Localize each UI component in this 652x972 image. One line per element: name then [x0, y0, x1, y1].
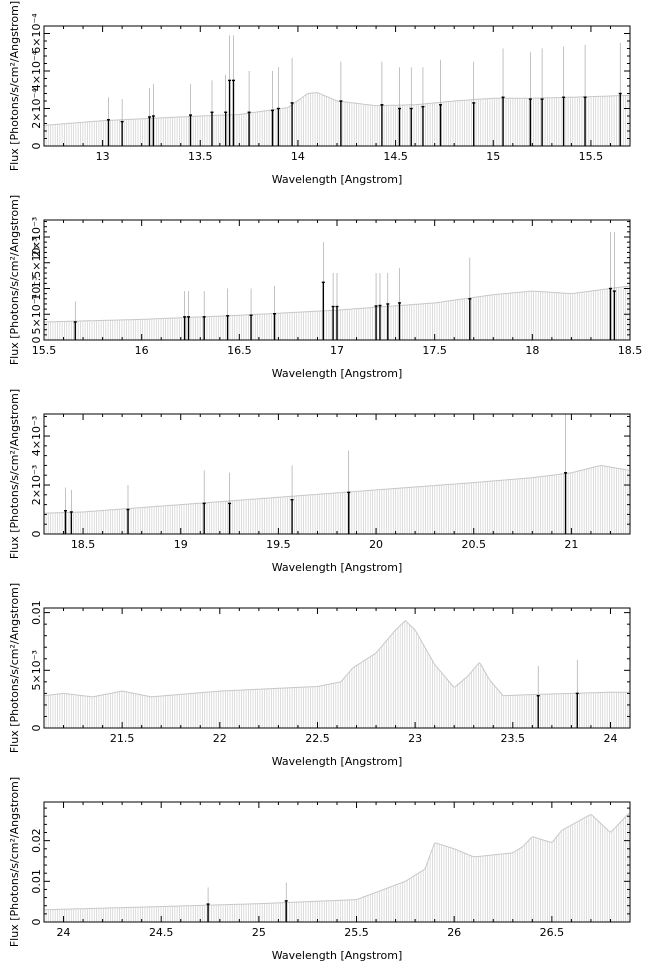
y-tick-label: 5×10⁻³	[30, 650, 43, 690]
x-tick-label: 20	[369, 538, 383, 551]
chart-panel-2: 15.5 16 16.5 17 17.5 18 18.5 0 5×10⁻⁴10⁻³1.5×10⁻…	[8, 195, 642, 380]
x-tick-label: 15	[486, 150, 500, 163]
y-tick-label: 1.5×10⁻³	[30, 237, 43, 288]
model-fill	[45, 92, 629, 146]
x-tick-label: 20.5	[461, 538, 486, 551]
x-tick-label: 21	[564, 538, 578, 551]
x-tick-label: 23.5	[501, 732, 526, 745]
model-envelope	[44, 812, 630, 911]
chart-panel-5: 24 24.5 25 25.5 26 26.5 0 0.01 0.02 Wavelength [A…	[8, 777, 631, 962]
x-tick-label: 22	[213, 732, 227, 745]
x-tick-label: 21.5	[110, 732, 135, 745]
x-tick-label: 13.5	[188, 150, 213, 163]
x-axis-title: Wavelength [Angstrom]	[272, 755, 403, 768]
x-axis-title: Wavelength [Angstrom]	[272, 561, 403, 574]
y-tick-label: 2×10⁻³	[30, 217, 43, 257]
x-tick-label: 23	[408, 732, 422, 745]
y-tick-label: 0.01	[30, 869, 43, 894]
model-fill	[45, 286, 629, 340]
x-tick-label: 18.5	[71, 538, 96, 551]
x-tick-label: 26.5	[540, 926, 565, 939]
x-tick-label: 19	[174, 538, 188, 551]
plot-frame	[43, 413, 631, 535]
x-tick-label: 24	[57, 926, 71, 939]
y-tick-label: 0.02	[30, 828, 43, 853]
y-axis-title: Flux [Photons/s/cm²/Angstrom]	[8, 777, 21, 947]
x-tick-label: 18	[525, 344, 539, 357]
y-tick-label: 0	[30, 337, 43, 344]
x-axis-title: Wavelength [Angstrom]	[272, 949, 403, 962]
x-tick-label: 26	[447, 926, 461, 939]
y-tick-label: 6×10⁻⁴	[30, 13, 43, 54]
x-tick-label: 18.5	[618, 344, 643, 357]
x-tick-label: 14	[291, 150, 305, 163]
x-tick-label: 14.5	[383, 150, 408, 163]
x-tick-label: 16	[135, 344, 149, 357]
y-tick-label: 10⁻³	[30, 276, 43, 300]
chart-panel-3: 18.5 19 19.5 20 20.5 21 0 2×10⁻³ 4×10⁻³ Wavelengt…	[8, 389, 631, 574]
y-axis-title: Flux [Photons/s/cm²/Angstrom]	[8, 195, 21, 365]
x-tick-label: 13	[96, 150, 110, 163]
plot-frame	[43, 801, 631, 923]
chart-panel-4: 21.5 22 22.5 23 23.5 24 0 5×10⁻³ 0.01 Wavelength …	[8, 583, 631, 768]
y-axis-title: Flux [Photons/s/cm²/Angstrom]	[8, 583, 21, 753]
plot-frame	[43, 607, 631, 729]
y-tick-label: 0	[30, 725, 43, 732]
x-tick-label: 17	[330, 344, 344, 357]
y-axis-title: Flux [Photons/s/cm²/Angstrom]	[8, 389, 21, 559]
model-envelope	[43, 620, 629, 698]
x-axis-title: Wavelength [Angstrom]	[272, 367, 403, 380]
model-fill	[45, 621, 629, 728]
y-tick-label: 0	[30, 531, 43, 538]
x-tick-label: 24.5	[149, 926, 174, 939]
y-tick-label: 2×10⁻³	[30, 465, 43, 505]
x-tick-label: 25	[252, 926, 266, 939]
x-tick-label: 15.5	[32, 344, 57, 357]
model-envelope	[43, 92, 630, 126]
y-tick-label: 2×10⁻⁴	[30, 88, 43, 129]
x-tick-label: 17.5	[422, 344, 447, 357]
x-tick-label: 24	[603, 732, 617, 745]
y-tick-label: 0.01	[30, 600, 43, 625]
y-tick-label: 5×10⁻⁴	[30, 293, 43, 334]
y-tick-label: 0	[30, 143, 43, 150]
model-envelope	[43, 464, 630, 514]
x-tick-label: 16.5	[227, 344, 252, 357]
chart-panel-1: 13 13.5 14 14.5 15 15.5 0 2×10⁻⁴4×10⁻⁴6×10⁻⁴ Wav…	[8, 1, 631, 186]
model-fill	[45, 465, 629, 534]
y-tick-label: 4×10⁻⁴	[30, 50, 43, 91]
x-tick-label: 25.5	[344, 926, 369, 939]
x-axis-title: Wavelength [Angstrom]	[272, 173, 403, 186]
x-tick-label: 15.5	[579, 150, 604, 163]
x-tick-label: 22.5	[305, 732, 330, 745]
y-tick-label: 4×10⁻³	[30, 416, 43, 456]
model-fill	[45, 814, 629, 922]
x-tick-label: 19.5	[266, 538, 291, 551]
y-axis-title: Flux [Photons/s/cm²/Angstrom]	[8, 1, 21, 171]
y-tick-label: 0	[30, 919, 43, 926]
